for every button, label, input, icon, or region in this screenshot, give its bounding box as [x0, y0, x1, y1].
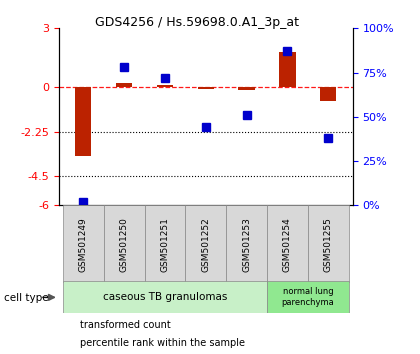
Text: percentile rank within the sample: percentile rank within the sample — [80, 338, 245, 348]
Bar — [320, 87, 336, 101]
Text: GSM501254: GSM501254 — [283, 217, 292, 272]
Bar — [157, 85, 173, 87]
Text: cell type: cell type — [4, 293, 49, 303]
Bar — [104, 205, 144, 283]
Bar — [198, 87, 214, 89]
Bar — [267, 205, 308, 283]
Bar — [185, 205, 226, 283]
Text: GSM501252: GSM501252 — [201, 217, 210, 272]
Bar — [226, 205, 267, 283]
Bar — [267, 281, 349, 313]
Bar — [75, 87, 92, 156]
Text: GSM501253: GSM501253 — [242, 217, 251, 272]
Bar — [63, 281, 267, 313]
Bar — [116, 84, 132, 87]
Text: GDS4256 / Hs.59698.0.A1_3p_at: GDS4256 / Hs.59698.0.A1_3p_at — [95, 16, 299, 29]
Bar — [239, 87, 255, 90]
Text: GSM501251: GSM501251 — [160, 217, 169, 272]
Text: GSM501255: GSM501255 — [324, 217, 333, 272]
Text: caseous TB granulomas: caseous TB granulomas — [103, 292, 227, 302]
Text: GSM501250: GSM501250 — [120, 217, 129, 272]
Text: transformed count: transformed count — [80, 320, 171, 330]
Text: GSM501249: GSM501249 — [79, 217, 88, 272]
Bar — [63, 205, 104, 283]
Bar — [144, 205, 185, 283]
Bar — [279, 52, 296, 87]
Text: normal lung
parenchyma: normal lung parenchyma — [281, 287, 334, 307]
Bar — [308, 205, 349, 283]
